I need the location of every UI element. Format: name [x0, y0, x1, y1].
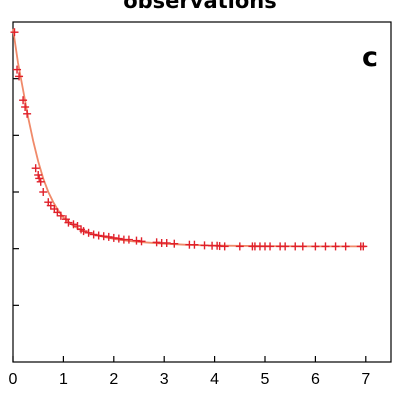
x-tick-label: 0 — [9, 371, 18, 388]
data-point — [15, 72, 24, 81]
data-point — [321, 242, 330, 251]
data-point — [56, 211, 65, 220]
data-point — [84, 228, 93, 237]
x-tick-label: 5 — [261, 371, 270, 388]
data-point — [190, 240, 199, 249]
data-point — [34, 171, 43, 179]
chart-title: observations — [123, 0, 277, 13]
data-point — [19, 96, 28, 105]
data-point — [36, 177, 45, 186]
data-point — [23, 109, 32, 118]
data-point — [69, 220, 78, 229]
data-point — [170, 239, 179, 248]
y-axis-ticks — [13, 78, 19, 306]
data-point — [114, 234, 123, 243]
data-point — [311, 242, 320, 251]
data-point — [235, 242, 244, 251]
data-point — [220, 242, 229, 251]
x-tick-label: 7 — [361, 371, 370, 388]
data-point — [266, 242, 275, 251]
x-tick-label: 3 — [160, 371, 169, 388]
data-point — [162, 239, 171, 247]
data-point — [200, 241, 209, 250]
data-point — [35, 174, 44, 183]
data-point — [104, 232, 113, 241]
data-points — [10, 28, 368, 251]
data-point — [137, 237, 146, 246]
fit-curve — [12, 28, 366, 248]
data-point — [124, 235, 133, 244]
data-point — [31, 164, 40, 173]
data-point — [298, 242, 307, 251]
x-tick-label: 6 — [311, 371, 320, 388]
data-point — [39, 188, 48, 196]
x-tick-label: 4 — [210, 371, 219, 388]
data-point — [10, 28, 19, 37]
data-point — [13, 65, 22, 74]
data-point — [46, 201, 55, 210]
data-point — [21, 103, 30, 111]
x-tick-label: 1 — [59, 371, 68, 388]
data-point — [291, 242, 300, 251]
data-point — [281, 242, 290, 251]
x-axis-ticks: 0 1 2 3 4 5 6 7 — [9, 356, 370, 388]
data-point — [73, 222, 82, 230]
plot-frame — [12, 21, 392, 363]
data-point — [64, 218, 73, 227]
data-point — [53, 208, 62, 217]
data-point — [89, 230, 98, 239]
data-point — [359, 242, 368, 251]
data-point — [331, 242, 340, 251]
x-tick-label: 2 — [109, 371, 118, 388]
data-point — [79, 227, 88, 236]
panel-label: c — [362, 42, 378, 73]
data-point — [341, 242, 350, 251]
